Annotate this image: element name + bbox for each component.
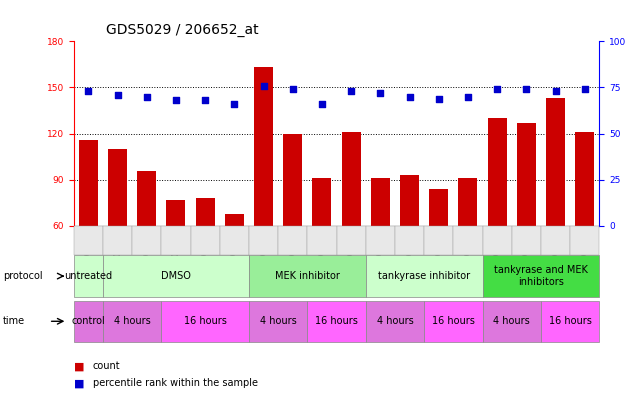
Bar (429, 189, 448, 318)
Text: 16 hours: 16 hours (432, 316, 475, 326)
Text: 4 hours: 4 hours (376, 316, 413, 326)
Point (200, 97, 210, 103)
Point (229, 101, 240, 107)
Text: tankyrase and MEK
inhibitors: tankyrase and MEK inhibitors (494, 265, 588, 287)
Bar (342, 132, 361, 318)
Point (112, 92, 122, 98)
Bar (79, 140, 98, 318)
Point (258, 83, 269, 89)
Bar (137, 171, 156, 318)
Point (551, 88, 561, 94)
Bar (312, 178, 331, 318)
Point (288, 86, 298, 92)
Bar (400, 175, 419, 318)
Bar (546, 98, 565, 318)
Bar (254, 68, 273, 318)
Text: control: control (71, 316, 105, 326)
Text: 4 hours: 4 hours (494, 316, 530, 326)
Text: tankyrase inhibitor: tankyrase inhibitor (378, 271, 470, 281)
Bar (283, 134, 302, 318)
Text: MEK inhibitor: MEK inhibitor (275, 271, 340, 281)
Text: GDS5029 / 206652_at: GDS5029 / 206652_at (106, 23, 258, 37)
Point (433, 95, 444, 102)
Point (171, 97, 181, 103)
Bar (371, 178, 390, 318)
Bar (575, 132, 594, 318)
Point (579, 86, 590, 92)
Text: ■: ■ (74, 378, 84, 388)
Bar (225, 214, 244, 318)
Text: 16 hours: 16 hours (549, 316, 592, 326)
Bar (458, 178, 478, 318)
Text: percentile rank within the sample: percentile rank within the sample (93, 378, 258, 388)
Text: 16 hours: 16 hours (184, 316, 226, 326)
Text: untreated: untreated (64, 271, 112, 281)
Bar (196, 198, 215, 318)
Point (521, 86, 531, 92)
Text: ■: ■ (74, 361, 84, 371)
Text: time: time (3, 316, 26, 326)
Text: protocol: protocol (3, 271, 43, 281)
Bar (108, 149, 127, 318)
Bar (517, 123, 536, 318)
Point (404, 94, 415, 100)
Text: 4 hours: 4 hours (260, 316, 297, 326)
Point (317, 101, 327, 107)
Point (83, 88, 94, 94)
Point (492, 86, 503, 92)
Point (142, 94, 152, 100)
Text: 4 hours: 4 hours (113, 316, 151, 326)
Text: DMSO: DMSO (161, 271, 191, 281)
Text: count: count (93, 361, 121, 371)
Point (346, 88, 356, 94)
Bar (167, 200, 185, 318)
Point (375, 90, 385, 96)
Text: 16 hours: 16 hours (315, 316, 358, 326)
Point (463, 94, 473, 100)
Bar (488, 118, 506, 318)
